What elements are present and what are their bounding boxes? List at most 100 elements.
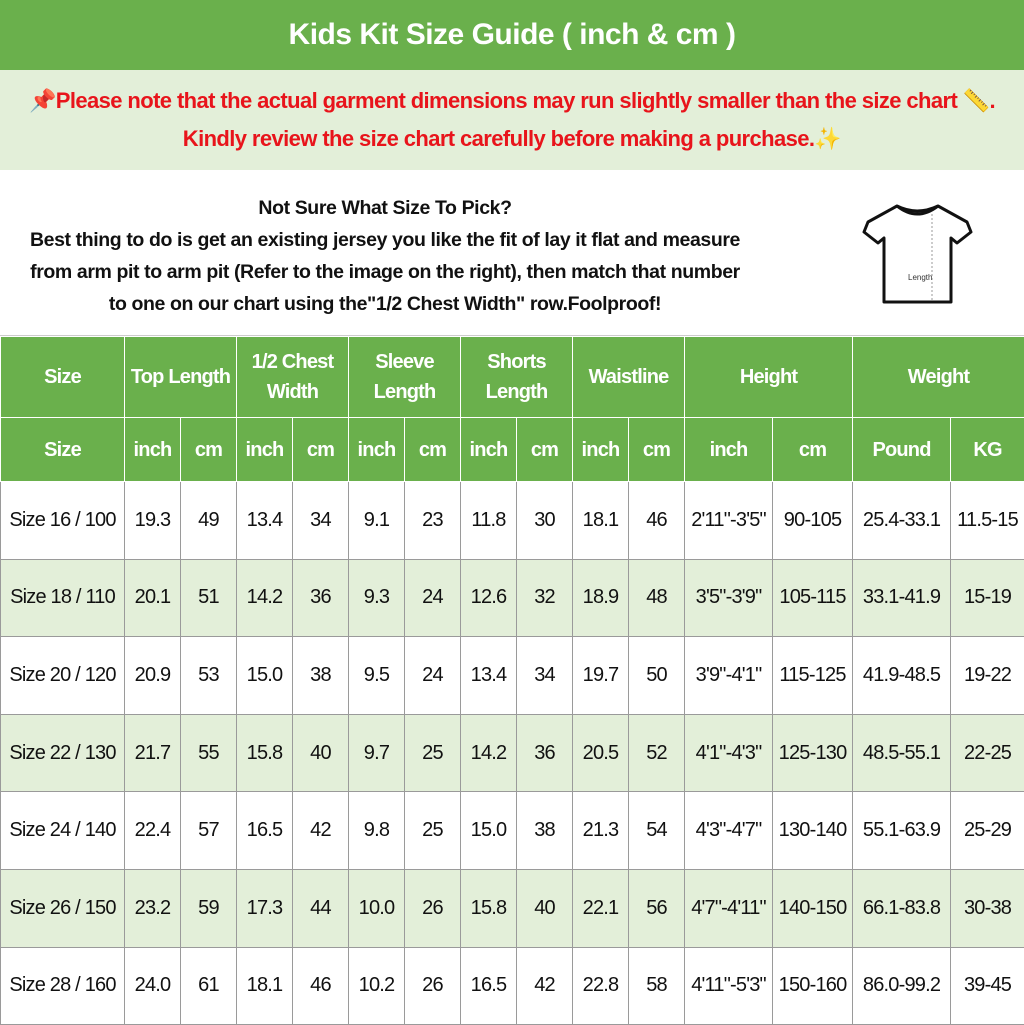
unit-header: inch [461,418,517,482]
table-cell: 14.2 [237,559,293,637]
column-group-header: Height [685,337,853,418]
table-cell: 23 [405,482,461,560]
table-cell: 3'9"-4'1" [685,637,773,715]
table-cell: 4'3"-4'7" [685,792,773,870]
table-cell: 34 [517,637,573,715]
table-cell: 38 [517,792,573,870]
table-cell: 12.6 [461,559,517,637]
size-label-cell: Size 20 / 120 [1,637,125,715]
table-cell: 2'11"-3'5" [685,482,773,560]
table-cell: 32 [517,559,573,637]
size-label-cell: Size 26 / 150 [1,869,125,947]
table-cell: 19.3 [125,482,181,560]
column-group-header: Top Length [125,337,237,418]
table-cell: 9.3 [349,559,405,637]
size-label-cell: Size 24 / 140 [1,792,125,870]
tshirt-icon: Length [860,200,975,310]
table-cell: 10.2 [349,947,405,1025]
table-cell: 38 [293,637,349,715]
table-cell: 36 [293,559,349,637]
table-cell: 24 [405,559,461,637]
info-text: Not Sure What Size To Pick? Best thing t… [0,192,770,320]
table-cell: 48 [629,559,685,637]
table-cell: 13.4 [461,637,517,715]
unit-header: inch [125,418,181,482]
table-cell: 19-22 [951,637,1024,715]
table-cell: 18.9 [573,559,629,637]
table-cell: 24.0 [125,947,181,1025]
table-cell: 21.3 [573,792,629,870]
table-cell: 25 [405,714,461,792]
column-group-header: Waistline [573,337,685,418]
table-cell: 18.1 [573,482,629,560]
table-cell: 115-125 [773,637,853,715]
column-group-header: Weight [853,337,1024,418]
info-line: from arm pit to arm pit (Refer to the im… [0,256,770,288]
unit-header: inch [237,418,293,482]
table-cell: 53 [181,637,237,715]
notice-line-1: 📌Please note that the actual garment dim… [29,88,995,114]
table-cell: 4'7"-4'11" [685,869,773,947]
info-line: to one on our chart using the"1/2 Chest … [0,288,770,320]
table-cell: 42 [293,792,349,870]
unit-header: inch [685,418,773,482]
table-cell: 105-115 [773,559,853,637]
table-cell: 3'5"-3'9" [685,559,773,637]
table-cell: 9.5 [349,637,405,715]
table-cell: 25 [405,792,461,870]
table-cell: 125-130 [773,714,853,792]
info-line: Best thing to do is get an existing jers… [0,224,770,256]
table-cell: 9.1 [349,482,405,560]
table-cell: 18.1 [237,947,293,1025]
table-cell: 58 [629,947,685,1025]
size-label-cell: Size 18 / 110 [1,559,125,637]
table-cell: 48.5-55.1 [853,714,951,792]
table-cell: 11.8 [461,482,517,560]
table-cell: 22.4 [125,792,181,870]
size-label-cell: Size 28 / 160 [1,947,125,1025]
table-cell: 15.0 [461,792,517,870]
table-cell: 11.5-15 [951,482,1024,560]
table-cell: 15.8 [237,714,293,792]
table-cell: 9.8 [349,792,405,870]
notice-line-2: Kindly review the size chart carefully b… [183,126,841,152]
unit-header: cm [629,418,685,482]
table-cell: 4'1"-4'3" [685,714,773,792]
table-cell: 26 [405,869,461,947]
table-cell: 22.1 [573,869,629,947]
unit-header: inch [349,418,405,482]
table-cell: 140-150 [773,869,853,947]
table-cell: 4'11"-5'3" [685,947,773,1025]
size-label-cell: Size 16 / 100 [1,482,125,560]
table-cell: 86.0-99.2 [853,947,951,1025]
table-cell: 9.7 [349,714,405,792]
table-cell: 57 [181,792,237,870]
table-cell: 19.7 [573,637,629,715]
table-cell: 24 [405,637,461,715]
table-cell: 66.1-83.8 [853,869,951,947]
table-cell: 15-19 [951,559,1024,637]
table-cell: 42 [517,947,573,1025]
table-cell: 40 [293,714,349,792]
table-cell: 14.2 [461,714,517,792]
table-cell: 26 [405,947,461,1025]
unit-header: KG [951,418,1024,482]
table-cell: 10.0 [349,869,405,947]
column-group-header: Shorts Length [461,337,573,418]
table-cell: 23.2 [125,869,181,947]
table-cell: 16.5 [237,792,293,870]
info-heading: Not Sure What Size To Pick? [0,192,770,224]
table-cell: 20.5 [573,714,629,792]
table-cell: 30 [517,482,573,560]
unit-header: Pound [853,418,951,482]
size-label-cell: Size 22 / 130 [1,714,125,792]
table-cell: 90-105 [773,482,853,560]
table-cell: 20.9 [125,637,181,715]
